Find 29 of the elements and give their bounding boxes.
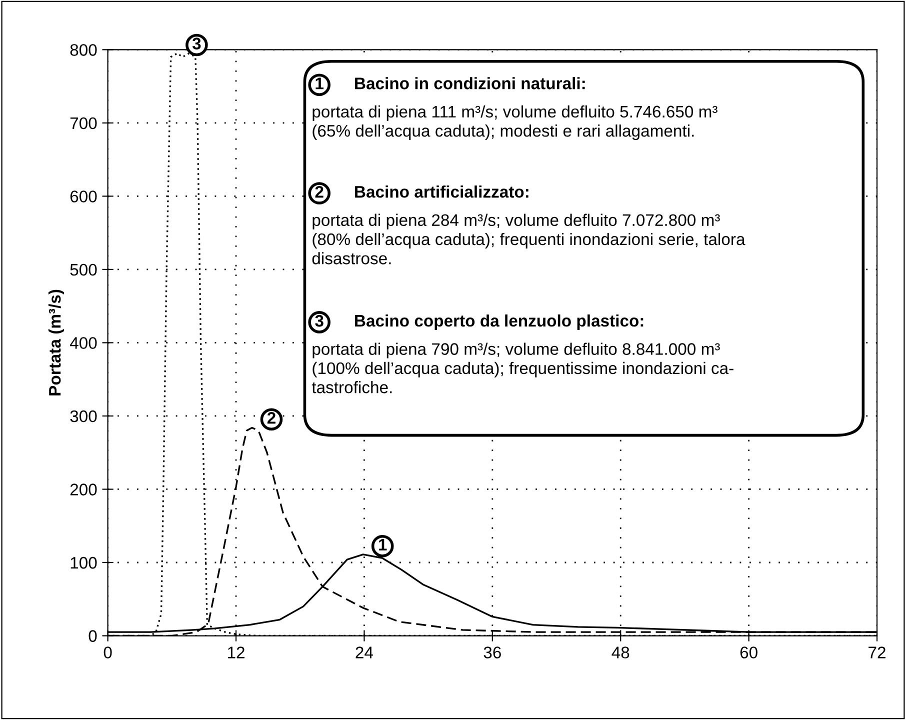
y-tick-label: 300 xyxy=(70,410,97,422)
y-tick-label: 500 xyxy=(70,264,97,276)
y-tick-label: 200 xyxy=(70,484,97,496)
x-tick-label: 24 xyxy=(356,646,373,658)
annotation: Bacino artificializzato: xyxy=(355,186,528,198)
x-tick-label: 0 xyxy=(104,646,112,658)
annotation: 3 xyxy=(315,314,324,327)
y-tick-label: 800 xyxy=(70,44,97,56)
annotation: Bacino coperto da lenzuolo plastico: xyxy=(355,314,644,330)
x-tick-label: 48 xyxy=(612,646,630,658)
x-tick-label: 72 xyxy=(868,646,886,658)
y-tick-label: 400 xyxy=(70,337,97,349)
annotation: 2 xyxy=(315,186,324,198)
y-tick-label: 700 xyxy=(70,117,97,130)
annotation: portata di piena 790 m³/s; volume defluito 8.841.000 m³ (100% dell’acqua caduta); frequentissime inondazioni ca- tastrofiche. xyxy=(312,342,734,394)
series-label: 1 xyxy=(379,538,387,550)
series-label: 3 xyxy=(192,38,201,50)
annotation: Bacino in condizioni naturali: xyxy=(355,77,585,90)
y-axis-title: Portata (m³/s) xyxy=(48,290,64,396)
x-tick-label: 36 xyxy=(484,646,501,658)
annotation: portata di piena 111 m³/s; volume defluito 5.746.650 m³ (65% dell’acqua caduta); modesti e rari allagamenti. xyxy=(312,105,718,140)
annotation: 1 xyxy=(316,78,324,90)
y-tick-label: 0 xyxy=(88,630,97,642)
series-label: 2 xyxy=(267,412,276,424)
y-tick-label: 100 xyxy=(70,556,97,569)
annotation: portata di piena 284 m³/s; volume defluito 7.072.800 m³ (80% dell’acqua caduta); frequenti inondazioni serie, talora disastrose. xyxy=(312,214,746,264)
y-tick-label: 600 xyxy=(70,190,97,202)
x-tick-label: 12 xyxy=(228,646,244,658)
x-tick-label: 60 xyxy=(740,646,758,658)
